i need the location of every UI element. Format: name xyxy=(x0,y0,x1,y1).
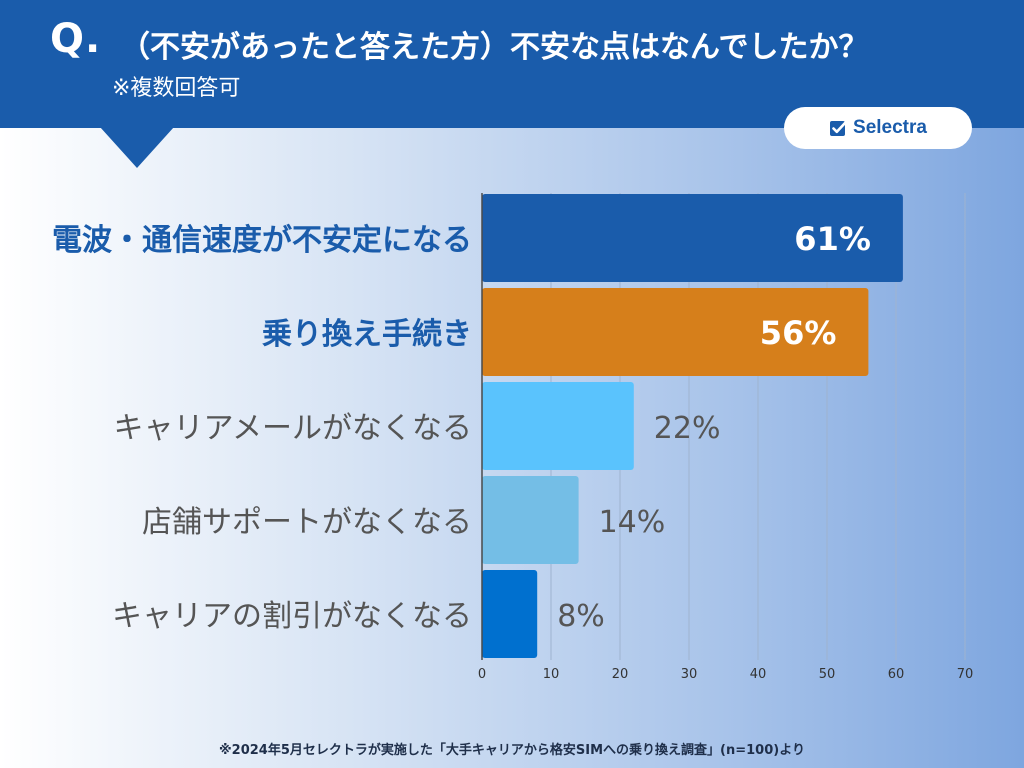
x-tick-label: 40 xyxy=(750,667,767,682)
x-tick-label: 20 xyxy=(612,667,629,682)
bar xyxy=(482,476,579,564)
bar-value-label: 61% xyxy=(794,220,871,258)
category-label: キャリアの割引がなくなる xyxy=(112,599,472,634)
bar xyxy=(482,382,634,470)
bar xyxy=(482,194,903,282)
question-note: ※複数回答可 xyxy=(112,76,241,101)
x-tick-label: 60 xyxy=(888,667,905,682)
bar-value-label: 22% xyxy=(654,411,721,446)
question-mark-label: Q. xyxy=(50,16,102,62)
category-label: 電波・通信速度が不安定になる xyxy=(52,223,472,258)
question-title: （不安があったと答えた方）不安な点はなんでしたか？ xyxy=(120,30,869,65)
source-footnote: ※2024年5月セレクトラが実施した「大手キャリアから格安SIMへの乗り換え調査… xyxy=(219,743,805,758)
header-pointer-arrow xyxy=(100,127,174,168)
bar-value-label: 56% xyxy=(760,314,837,352)
x-tick-label: 10 xyxy=(543,667,560,682)
category-label: 乗り換え手続き xyxy=(262,317,472,352)
header-banner: Q. （不安があったと答えた方）不安な点はなんでしたか？ ※複数回答可 xyxy=(0,0,1024,128)
checkbox-check-icon xyxy=(830,121,847,136)
category-label: 店舗サポートがなくなる xyxy=(142,505,472,540)
bar-value-label: 8% xyxy=(557,599,605,634)
logo-text: Selectra xyxy=(853,117,927,138)
category-label: キャリアメールがなくなる xyxy=(114,411,473,446)
bar xyxy=(482,288,869,376)
x-tick-label: 50 xyxy=(819,667,836,682)
x-tick-label: 0 xyxy=(478,667,486,682)
bar-value-label: 14% xyxy=(599,505,666,540)
bar xyxy=(482,570,538,658)
x-tick-label: 30 xyxy=(681,667,698,682)
x-tick-label: 70 xyxy=(957,667,974,682)
selectra-logo: Selectra xyxy=(784,107,972,149)
